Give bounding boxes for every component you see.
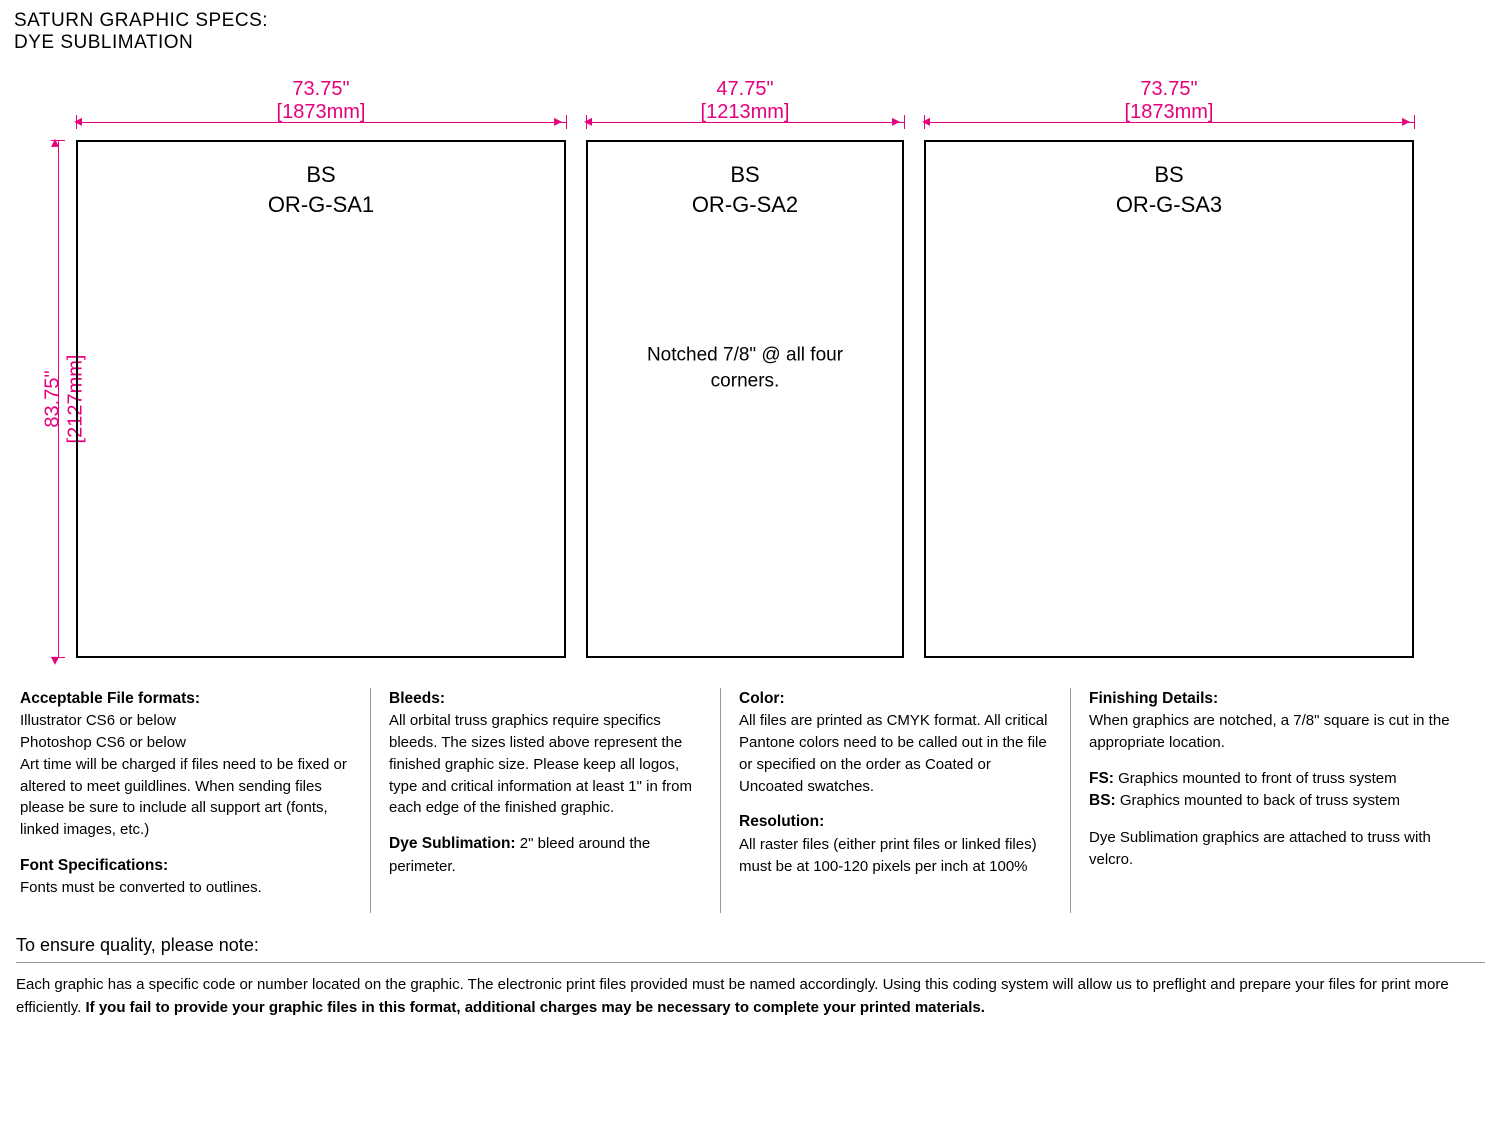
info-col-1: Acceptable File formats: Illustrator CS6… [20, 688, 370, 913]
formats-line-1: Illustrator CS6 or below [20, 710, 352, 732]
bleeds-title: Bleeds: [389, 690, 445, 707]
bs-body: Graphics mounted to back of truss system [1116, 792, 1400, 809]
info-col-2: Bleeds: All orbital truss graphics requi… [370, 688, 720, 913]
footer: To ensure quality, please note: Each gra… [16, 935, 1485, 1020]
info-col-4: Finishing Details: When graphics are not… [1070, 688, 1481, 913]
fonts-body: Fonts must be converted to outlines. [20, 877, 352, 899]
footer-body: Each graphic has a specific code or numb… [16, 973, 1485, 1020]
formats-line-3: Art time will be charged if files need t… [20, 754, 352, 841]
panel-1: BS OR-G-SA1 [76, 140, 566, 658]
panel-1-dimension: 73.75" [1873mm] [76, 78, 566, 124]
info-col-3: Color: All files are printed as CMYK for… [720, 688, 1070, 913]
panel-1-code: OR-G-SA1 [268, 192, 374, 217]
height-inches: 83.75" [41, 370, 63, 427]
panel-2-code: OR-G-SA2 [692, 192, 798, 217]
header-line-1: SATURN GRAPHIC SPECS: [14, 10, 1487, 32]
height-dimension: 83.75" [2127mm] ▴ ▾ [14, 140, 70, 658]
footer-title: To ensure quality, please note: [16, 935, 1485, 956]
diagram: 83.75" [2127mm] ▴ ▾ 73.75" [1873mm] ◂ ▸ … [14, 78, 1487, 658]
res-title: Resolution: [739, 813, 824, 830]
panel-3: BS OR-G-SA3 [924, 140, 1414, 658]
color-title: Color: [739, 690, 785, 707]
panel-2-bs: BS [730, 162, 759, 187]
fs-label: FS: [1089, 770, 1114, 787]
dye-note: Dye Sublimation graphics are attached to… [1089, 827, 1463, 871]
fin-title: Finishing Details: [1089, 690, 1218, 707]
fin-body: When graphics are notched, a 7/8" square… [1089, 710, 1463, 754]
color-body: All files are printed as CMYK format. Al… [739, 710, 1052, 797]
fonts-title: Font Specifications: [20, 857, 168, 874]
panel-2: BS OR-G-SA2 Notched 7/8" @ all four corn… [586, 140, 904, 658]
panel-3-dimension: 73.75" [1873mm] [924, 78, 1414, 124]
bs-label: BS: [1089, 792, 1116, 809]
formats-line-2: Photoshop CS6 or below [20, 732, 352, 754]
panel-1-bs: BS [306, 162, 335, 187]
info-columns: Acceptable File formats: Illustrator CS6… [20, 688, 1481, 913]
panel-3-code: OR-G-SA3 [1116, 192, 1222, 217]
header-line-2: DYE SUBLIMATION [14, 32, 1487, 54]
panel-3-bs: BS [1154, 162, 1183, 187]
header: SATURN GRAPHIC SPECS: DYE SUBLIMATION [14, 10, 1487, 54]
bleeds-body: All orbital truss graphics require speci… [389, 710, 702, 819]
res-body: All raster files (either print files or … [739, 834, 1052, 878]
panel-2-note: Notched 7/8" @ all four corners. [619, 343, 870, 394]
dye-label: Dye Sublimation: [389, 835, 516, 852]
fs-body: Graphics mounted to front of truss syste… [1114, 770, 1397, 787]
footer-divider [16, 962, 1485, 963]
panel-2-dimension: 47.75" [1213mm] [586, 78, 904, 124]
formats-title: Acceptable File formats: [20, 690, 200, 707]
